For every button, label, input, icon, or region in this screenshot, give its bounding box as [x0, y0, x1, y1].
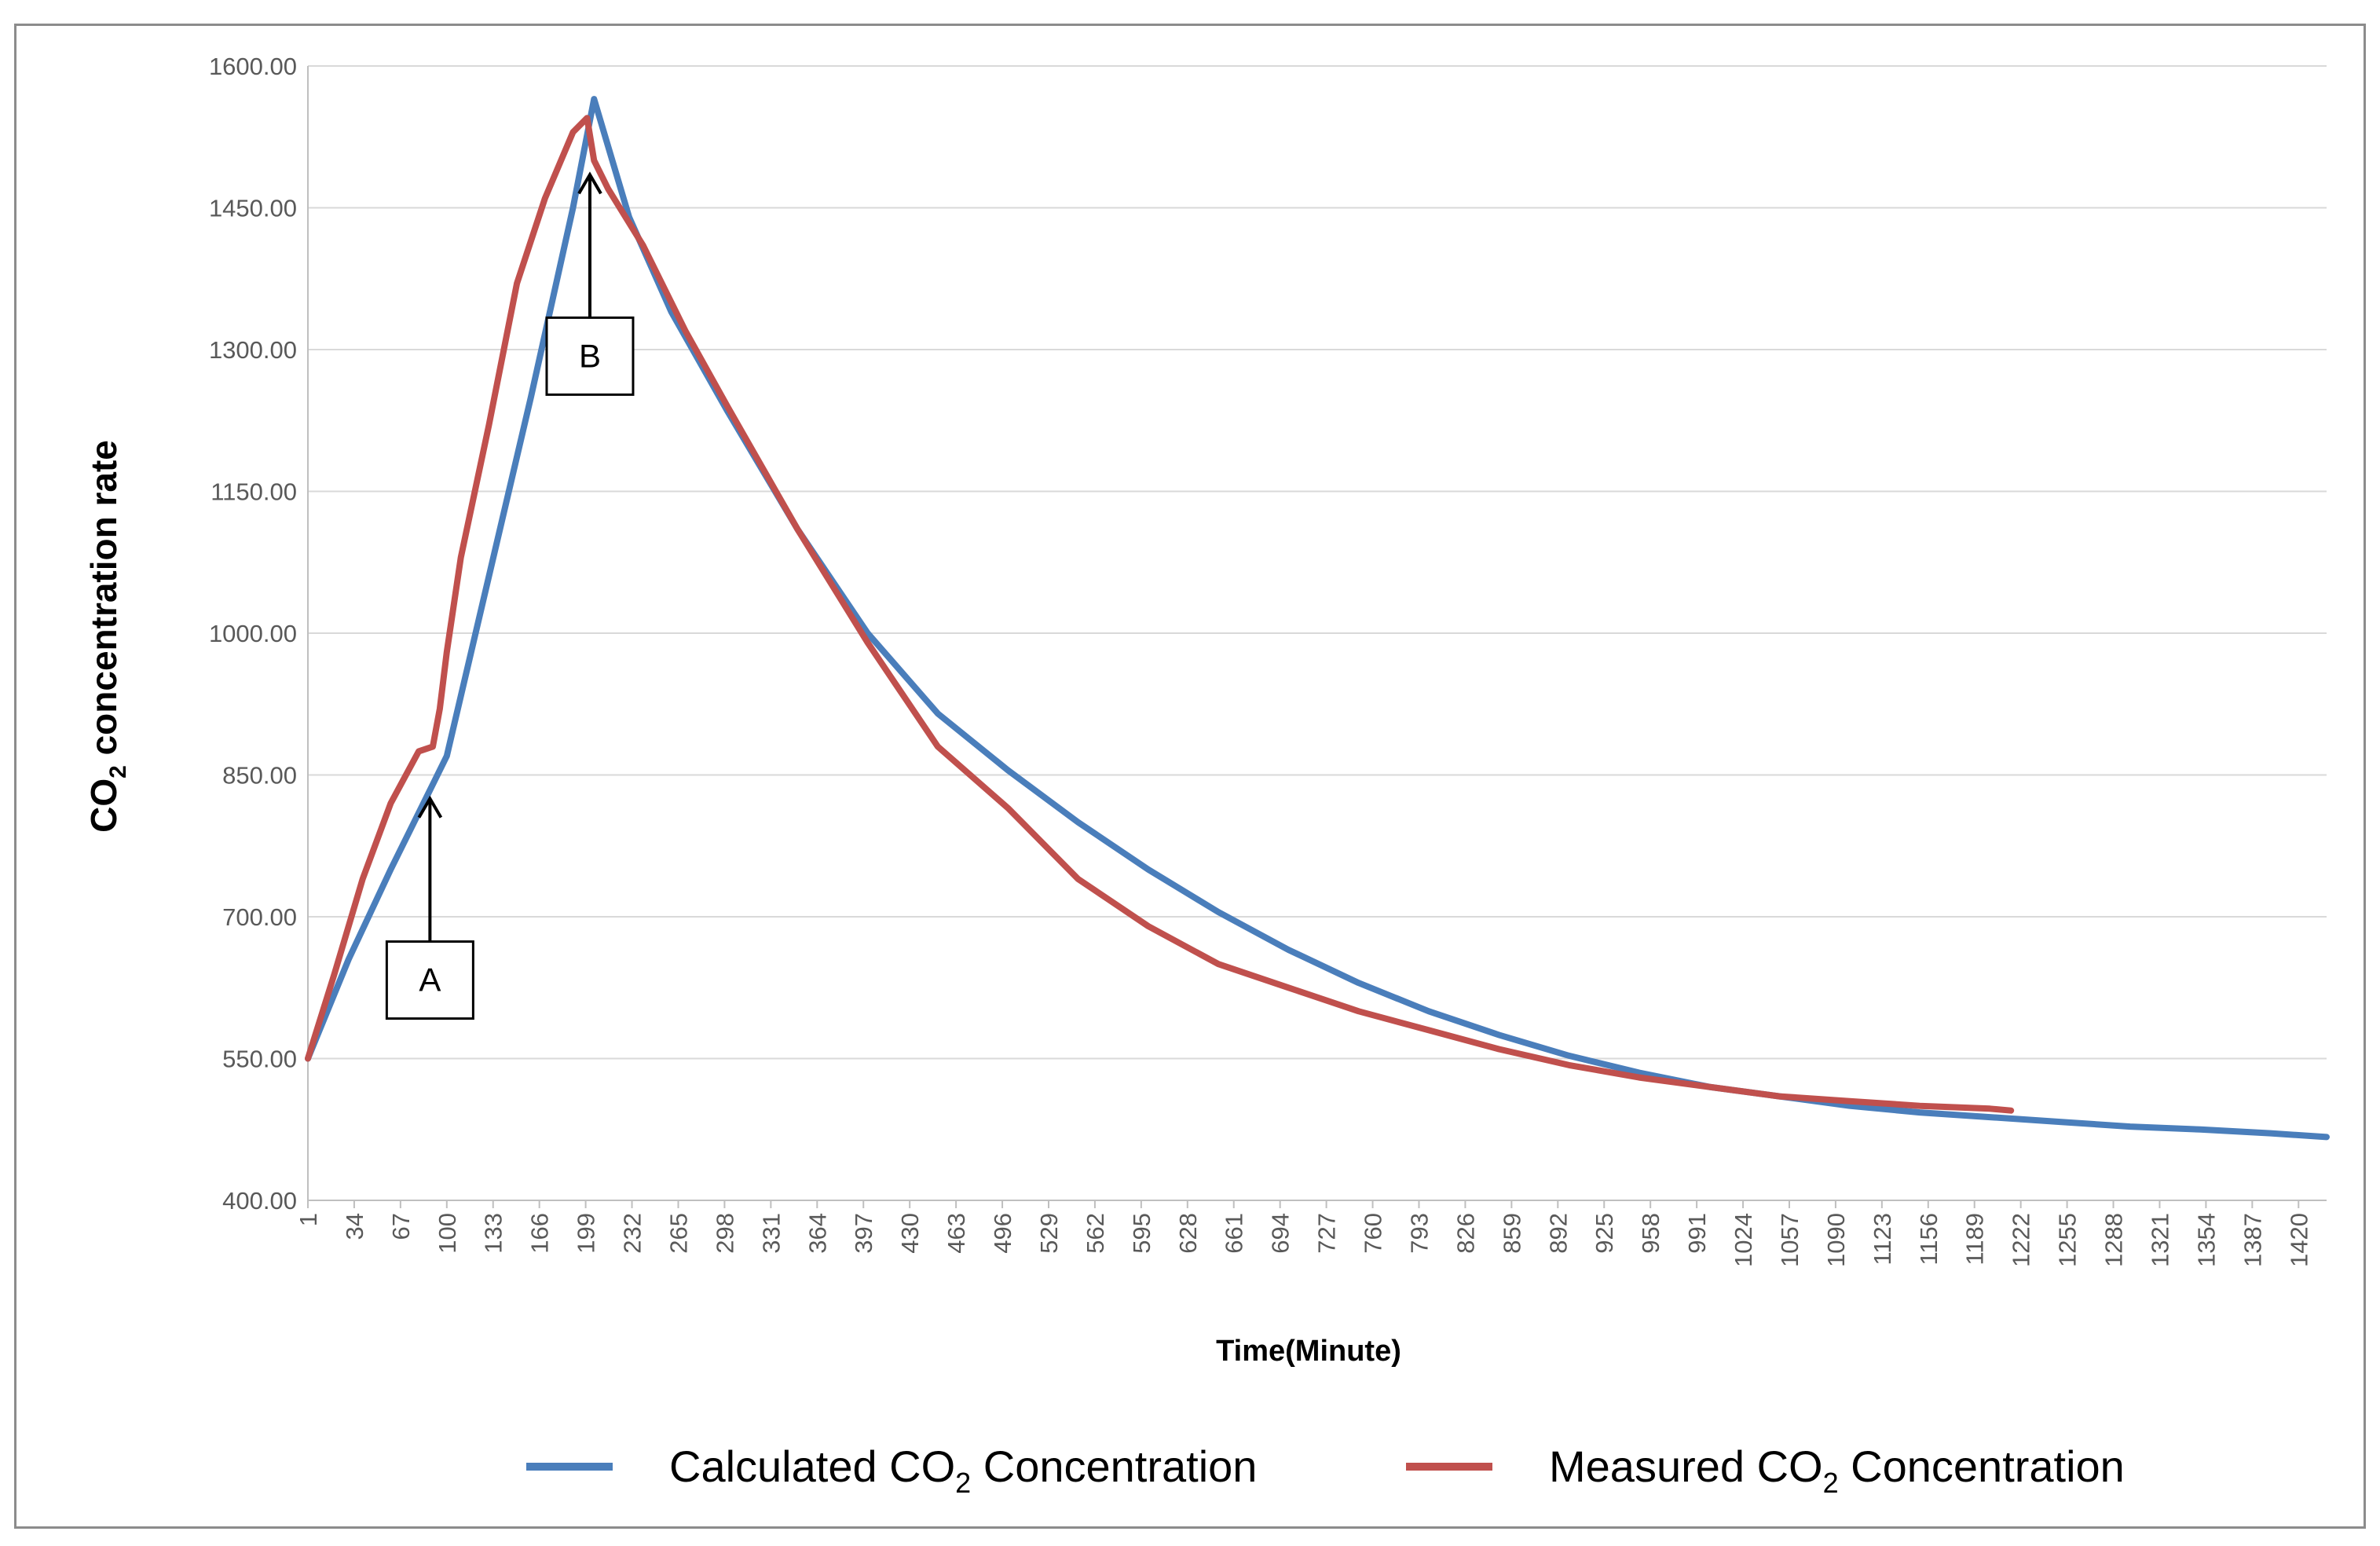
x-tick-label: 1288 [2100, 1213, 2128, 1267]
x-tick-label: 529 [1035, 1213, 1063, 1254]
y-axis-title-rest: concentration rate [83, 440, 124, 765]
x-tick-label: 67 [387, 1213, 415, 1240]
x-tick-label: 199 [573, 1213, 600, 1254]
legend-label-calculated: Calculated CO2 Concentration [669, 1442, 1257, 1499]
x-tick-label: 100 [434, 1213, 461, 1254]
annotation-arrow-head [577, 171, 602, 195]
y-tick-label: 550.00 [222, 1046, 297, 1073]
y-tick-label: 1300.00 [209, 336, 297, 364]
annotations: AB [385, 171, 635, 1020]
y-axis-title: CO2 concentration rate [83, 440, 131, 833]
x-tick-label: 232 [619, 1213, 646, 1254]
series-lines [305, 96, 2330, 1141]
series-line-calculated [305, 96, 2330, 1141]
annotation-box [385, 940, 474, 1020]
legend-label-measured: Measured CO2 Concentration [1549, 1442, 2125, 1499]
y-tick-label: 1000.00 [209, 620, 297, 647]
x-tick-label: 1 [295, 1213, 322, 1226]
x-tick-label: 595 [1128, 1213, 1155, 1254]
x-tick-label: 859 [1498, 1213, 1525, 1254]
y-tick-label: 850.00 [222, 762, 297, 789]
x-tick-label: 1189 [1961, 1213, 1989, 1266]
y-tick-label: 1150.00 [211, 478, 297, 506]
series-line-measured [305, 115, 2015, 1114]
x-tick-label: 793 [1405, 1213, 1433, 1254]
y-tick-label: 400.00 [222, 1187, 297, 1214]
x-tick-label: 364 [804, 1213, 831, 1254]
x-tick-label: 397 [850, 1213, 877, 1254]
gridlines [308, 65, 2327, 1060]
x-tick-label: 1156 [1915, 1213, 1942, 1266]
x-tick-label: 1255 [2054, 1213, 2082, 1267]
annotation-label: B [579, 337, 601, 374]
x-tick-label: 34 [341, 1213, 368, 1240]
x-tick-labels: 1 34 67 100 133 166 199 232 265 298 331 364 397 430 46… [295, 1200, 2312, 1267]
x-tick-label: 694 [1267, 1213, 1294, 1254]
x-tick-label: 562 [1082, 1213, 1109, 1254]
x-tick-label: 661 [1221, 1213, 1248, 1254]
annotation-arrow-head [417, 795, 443, 819]
x-tick-label: 1123 [1869, 1213, 1896, 1266]
axes [307, 66, 2327, 1201]
x-tick-label: 925 [1591, 1213, 1618, 1254]
x-tick-label: 1354 [2192, 1213, 2220, 1267]
annotation-box [545, 316, 635, 396]
x-tick-label: 628 [1174, 1213, 1202, 1254]
x-tick-label: 463 [943, 1213, 970, 1254]
x-tick-label: 892 [1544, 1213, 1572, 1254]
x-tick-label: 1024 [1730, 1213, 1757, 1267]
x-axis-title: Time(Minute) [1216, 1335, 1401, 1368]
x-tick-label: 1057 [1776, 1213, 1803, 1267]
annotation-a: A [385, 795, 474, 1020]
y-tick-label: 700.00 [222, 903, 297, 931]
x-tick-label: 958 [1637, 1213, 1664, 1254]
x-tick-label: 298 [711, 1213, 738, 1254]
x-tick-label: 496 [989, 1213, 1016, 1254]
x-tick-label: 265 [665, 1213, 692, 1254]
x-tick-label: 1222 [2008, 1213, 2035, 1267]
x-tick-label: 991 [1683, 1213, 1711, 1254]
x-tick-label: 1387 [2239, 1213, 2266, 1267]
x-tick-label: 1321 [2146, 1213, 2173, 1267]
x-tick-label: 727 [1313, 1213, 1341, 1254]
y-axis-title-subscript: 2 [105, 765, 131, 778]
x-tick-label: 826 [1452, 1213, 1479, 1254]
x-tick-label: 166 [526, 1213, 554, 1254]
x-tick-label: 133 [480, 1213, 507, 1254]
x-tick-label: 1420 [2285, 1213, 2312, 1267]
x-tick-label: 331 [757, 1213, 785, 1254]
x-tick-label: 1090 [1822, 1213, 1850, 1267]
y-tick-labels: 400.00 550.00 700.00 850.00 1000.00 1150.00 13… [209, 53, 297, 1214]
y-tick-label: 1450.00 [209, 195, 297, 222]
legend: Calculated CO2 Concentration Measured CO… [526, 1442, 2125, 1499]
x-tick-label: 760 [1360, 1213, 1387, 1254]
annotation-b: B [545, 171, 635, 396]
annotation-label: A [419, 962, 441, 998]
x-tick-label: 430 [896, 1213, 924, 1254]
y-tick-label: 1600.00 [209, 53, 297, 80]
